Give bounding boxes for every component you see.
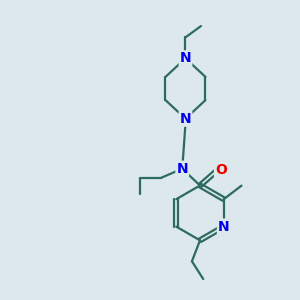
Text: N: N xyxy=(176,162,188,176)
Text: N: N xyxy=(180,51,191,65)
Text: N: N xyxy=(218,220,230,234)
Text: N: N xyxy=(180,112,191,126)
Text: O: O xyxy=(215,163,227,177)
